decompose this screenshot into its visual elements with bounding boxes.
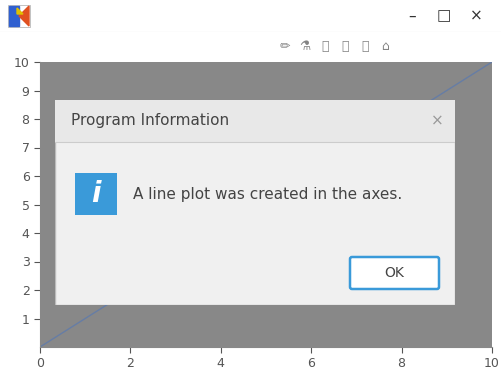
Text: Program Information: Program Information xyxy=(71,113,228,128)
Text: 🔍: 🔍 xyxy=(341,40,348,53)
Text: ⚗: ⚗ xyxy=(299,40,310,53)
Text: ×: × xyxy=(469,8,481,24)
Text: ✏: ✏ xyxy=(279,40,290,53)
Text: 🔎: 🔎 xyxy=(361,40,368,53)
Text: i: i xyxy=(91,180,101,208)
Polygon shape xyxy=(17,8,23,14)
Text: –: – xyxy=(407,8,415,24)
Text: □: □ xyxy=(436,8,450,24)
Bar xyxy=(8,5,30,27)
Polygon shape xyxy=(19,6,29,26)
Text: ×: × xyxy=(430,113,442,128)
Text: ✋: ✋ xyxy=(321,40,328,53)
Text: OK: OK xyxy=(384,266,404,280)
Bar xyxy=(40,62,491,347)
Text: ⌂: ⌂ xyxy=(380,40,388,53)
Bar xyxy=(55,100,454,142)
Bar xyxy=(75,173,117,215)
FancyBboxPatch shape xyxy=(349,257,438,289)
Text: A line plot was created in the axes.: A line plot was created in the axes. xyxy=(133,186,401,201)
Polygon shape xyxy=(9,6,19,26)
